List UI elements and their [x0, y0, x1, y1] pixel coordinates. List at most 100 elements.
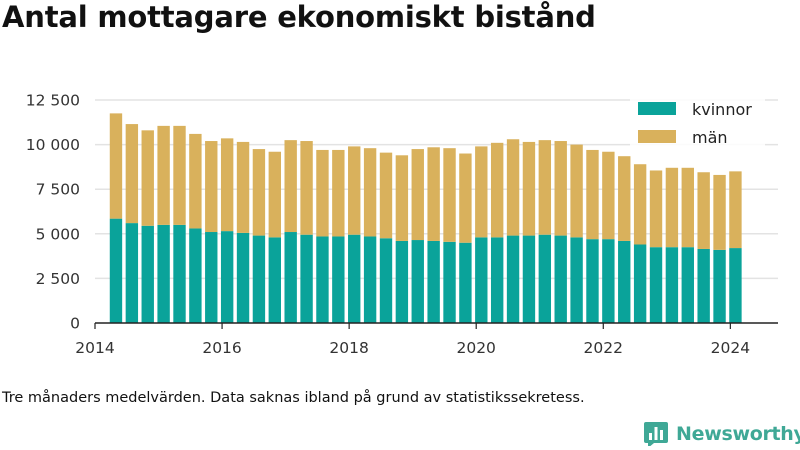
bar-kvinnor: [220, 231, 234, 323]
chart-title: Antal mottagare ekonomiskt bistånd: [2, 0, 596, 34]
x-tick-label: 2024: [711, 339, 750, 357]
bar-kvinnor: [618, 240, 631, 323]
brand-name: Newsworthy: [676, 423, 800, 445]
legend: kvinnor män: [630, 97, 765, 153]
bar-män: [713, 174, 726, 250]
bar-män: [649, 170, 663, 248]
bar-män: [665, 167, 679, 248]
bar-män: [173, 125, 186, 225]
bar-män: [522, 141, 536, 236]
bar-kvinnor: [189, 228, 202, 323]
bar-män: [411, 149, 424, 241]
bar-män: [205, 141, 218, 233]
bars: [109, 113, 742, 323]
bar-kvinnor: [395, 240, 409, 323]
bar-kvinnor: [633, 244, 647, 323]
newsworthy-logo-icon: [644, 422, 668, 446]
bar-kvinnor: [570, 237, 583, 323]
y-tick-label: 7 500: [36, 181, 80, 199]
bar-kvinnor: [713, 249, 726, 323]
y-tick-label: 2 500: [36, 270, 80, 288]
bar-kvinnor: [173, 224, 186, 323]
bar-kvinnor: [236, 232, 250, 323]
bar-män: [141, 130, 154, 226]
bar-män: [443, 148, 456, 242]
brand-logo[interactable]: Newsworthy: [644, 420, 800, 448]
y-tick-label: 10 000: [26, 136, 80, 154]
bar-män: [284, 140, 297, 233]
bar-kvinnor: [729, 248, 742, 323]
bar-män: [618, 156, 631, 241]
bar-kvinnor: [649, 247, 663, 323]
bar-kvinnor: [411, 240, 424, 323]
bar-män: [348, 146, 361, 235]
bar-kvinnor: [554, 235, 567, 323]
bar-kvinnor: [665, 247, 679, 323]
bar-kvinnor: [681, 247, 694, 323]
bar-kvinnor: [284, 232, 297, 323]
bar-män: [570, 144, 583, 238]
bar-kvinnor: [300, 234, 313, 323]
x-tick-label: 2016: [202, 339, 241, 357]
bar-män: [236, 141, 250, 233]
bar-kvinnor: [109, 218, 123, 323]
bar-kvinnor: [379, 238, 393, 323]
legend-label-kvinnor: kvinnor: [692, 100, 752, 119]
bar-kvinnor: [697, 248, 710, 323]
bar-män: [332, 149, 345, 237]
bar-kvinnor: [427, 240, 440, 323]
bar-män: [506, 139, 520, 236]
bar-kvinnor: [141, 225, 154, 323]
bar-kvinnor: [268, 237, 281, 323]
bar-kvinnor: [363, 236, 377, 323]
bar-män: [475, 146, 488, 238]
bar-kvinnor: [538, 234, 552, 323]
x-tick-label: 2018: [329, 339, 368, 357]
bar-män: [427, 147, 440, 241]
bar-kvinnor: [522, 235, 536, 323]
bar-män: [729, 171, 742, 249]
bar-män: [157, 125, 170, 225]
legend-swatch-män: [638, 130, 676, 143]
bar-kvinnor: [506, 235, 520, 323]
bar-män: [125, 124, 139, 224]
bar-kvinnor: [205, 232, 218, 323]
bar-män: [189, 133, 202, 229]
bar-kvinnor: [125, 223, 139, 323]
bar-kvinnor: [332, 236, 345, 323]
bar-män: [633, 164, 647, 245]
bar-kvinnor: [490, 237, 504, 323]
bar-män: [681, 167, 694, 248]
bar-män: [363, 148, 377, 237]
legend-swatch-kvinnor: [638, 102, 676, 115]
bar-män: [697, 172, 710, 249]
bar-män: [395, 155, 409, 241]
axes: 0 2 500 5 000 7 500 10 000 12 500 2014 2016 2018…: [26, 92, 778, 357]
bar-kvinnor: [443, 241, 456, 323]
bar-kvinnor: [586, 239, 599, 323]
bar-män: [252, 149, 266, 236]
legend-label-män: män: [692, 128, 728, 147]
x-tick-label: 2014: [75, 339, 114, 357]
bar-män: [490, 142, 504, 238]
bar-kvinnor: [252, 235, 266, 323]
bar-män: [538, 140, 552, 235]
bar-män: [379, 152, 393, 239]
bar-män: [602, 151, 615, 240]
bar-kvinnor: [157, 224, 170, 323]
bar-kvinnor: [475, 237, 488, 323]
bar-män: [459, 153, 472, 243]
x-tick-label: 2020: [456, 339, 495, 357]
y-tick-label: 0: [70, 315, 80, 333]
y-tick-label: 5 000: [36, 225, 80, 243]
bar-män: [268, 151, 281, 238]
bar-kvinnor: [602, 239, 615, 323]
bar-kvinnor: [459, 242, 472, 323]
footnote: Tre månaders medelvärden. Data saknas ib…: [2, 390, 585, 406]
bar-kvinnor: [316, 236, 329, 323]
x-tick-label: 2022: [584, 339, 623, 357]
bar-kvinnor: [348, 234, 361, 323]
bar-män: [300, 141, 313, 235]
bar-män: [109, 113, 123, 219]
bar-män: [316, 149, 329, 237]
